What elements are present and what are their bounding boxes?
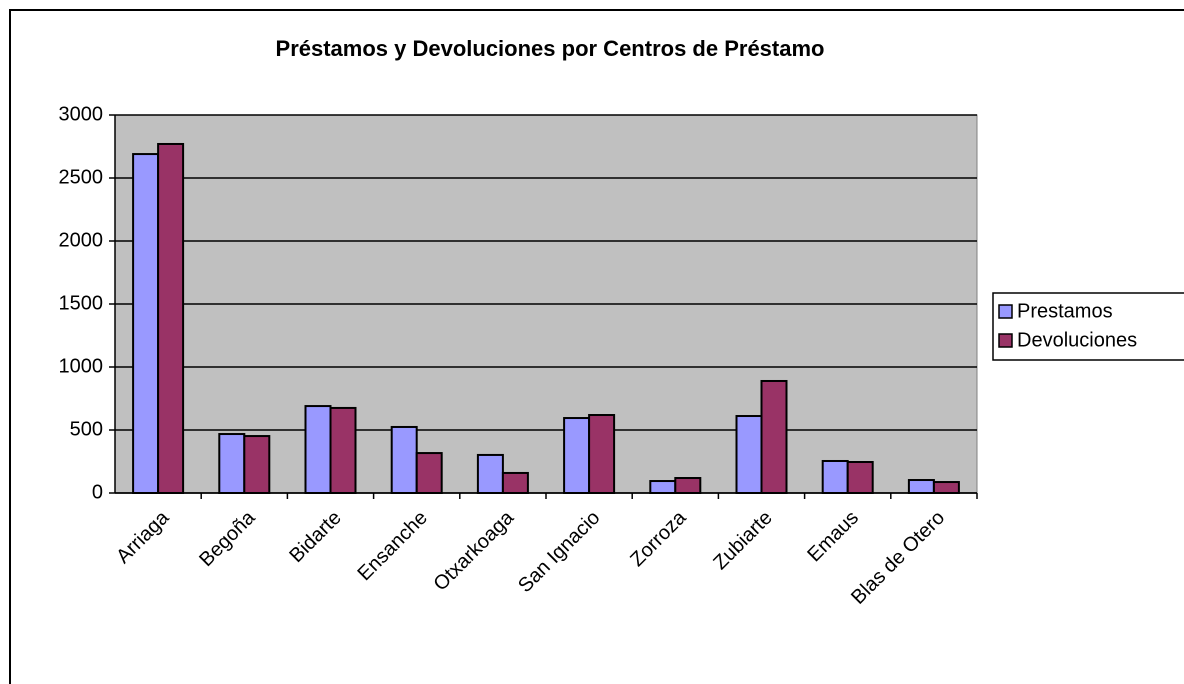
bar (735, 415, 763, 495)
bar (304, 405, 332, 494)
y-tick-label: 1000 (59, 355, 104, 377)
bar (157, 142, 185, 494)
y-tick-label: 2500 (59, 166, 104, 188)
bar (329, 406, 357, 495)
y-tick-label: 0 (92, 481, 103, 503)
bar (563, 417, 591, 494)
bar (760, 379, 788, 494)
bar (243, 435, 271, 495)
legend-label: Prestamos (1017, 300, 1113, 322)
bar (132, 153, 160, 494)
y-tick-label: 3000 (59, 103, 104, 125)
legend-label: Devoluciones (1017, 329, 1137, 351)
y-tick-label: 1500 (59, 292, 104, 314)
legend (992, 292, 1184, 361)
bar (476, 453, 504, 494)
bar (588, 414, 616, 495)
chart-title: Préstamos y Devoluciones por Centros de … (276, 36, 825, 61)
legend-swatch (998, 333, 1013, 348)
bar (415, 452, 443, 495)
bar (821, 459, 849, 495)
y-tick-label: 2000 (59, 229, 104, 251)
bar (846, 461, 874, 494)
legend-swatch (998, 304, 1013, 319)
bar (390, 425, 418, 495)
bar (218, 433, 246, 495)
bar (907, 479, 935, 495)
bar (674, 477, 702, 495)
bar (932, 481, 960, 494)
y-tick-label: 500 (70, 418, 103, 440)
bar (649, 480, 677, 494)
bar (501, 471, 529, 495)
